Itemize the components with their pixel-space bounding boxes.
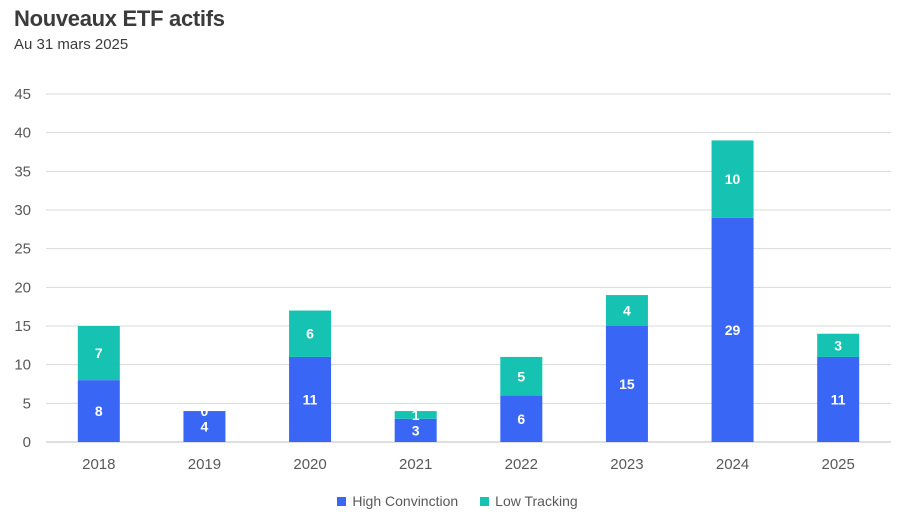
data-label: 6 [517, 411, 525, 427]
data-label: 6 [306, 326, 314, 342]
bar-segment [394, 411, 437, 419]
legend-label: High Convinction [352, 493, 459, 509]
legend-swatch [480, 496, 490, 506]
bar-segment [289, 356, 332, 442]
x-axis-ticks: 2018 2019 2020 2021 2022 2023 2024 2025 [82, 456, 855, 473]
bar-segment [77, 326, 120, 381]
bar-segment [817, 356, 860, 442]
chart-title: Nouveaux ETF actifs [14, 6, 225, 31]
y-tick-label: 45 [14, 86, 31, 103]
data-label: 10 [725, 171, 741, 187]
x-tick-label: 2022 [505, 456, 538, 473]
data-label: 4 [201, 419, 209, 435]
bar-segment [500, 356, 543, 396]
y-tick-label: 30 [14, 202, 31, 219]
data-label: 8 [95, 403, 103, 419]
data-label: 29 [725, 322, 741, 338]
x-tick-label: 2021 [399, 456, 432, 473]
bar-segment [183, 411, 226, 442]
bar-segment [605, 295, 648, 326]
gridlines [46, 93, 891, 443]
bar-segment [711, 217, 754, 442]
legend-item-high-convinction: High Convinction [337, 493, 458, 509]
y-tick-label: 40 [14, 125, 31, 142]
x-tick-label: 2024 [716, 456, 749, 473]
chart-subtitle: Au 31 mars 2025 [14, 36, 129, 53]
x-tick-label: 2025 [822, 456, 855, 473]
legend-label: Low Tracking [495, 493, 578, 509]
y-tick-label: 20 [14, 279, 31, 296]
x-tick-label: 2020 [293, 456, 326, 473]
bar-segment [605, 326, 648, 442]
y-axis-ticks: 0 5 10 15 20 25 30 35 40 45 [14, 86, 31, 451]
y-tick-label: 0 [23, 434, 31, 451]
data-label: 11 [303, 391, 318, 407]
data-label: 11 [831, 391, 846, 407]
bar-segment [77, 380, 120, 442]
y-tick-label: 25 [14, 241, 31, 258]
bar-segment [289, 310, 332, 357]
legend-item-low-tracking: Low Tracking [480, 493, 578, 509]
y-tick-label: 5 [23, 395, 31, 412]
x-tick-label: 2023 [610, 456, 643, 473]
data-label: 0 [201, 403, 209, 419]
data-label: 3 [412, 422, 420, 438]
bar-segment [500, 395, 543, 442]
x-tick-label: 2018 [82, 456, 115, 473]
y-tick-label: 35 [14, 163, 31, 180]
legend-swatch [337, 496, 347, 506]
bar-segment [817, 333, 860, 357]
data-label: 15 [619, 376, 635, 392]
bar-segment [711, 140, 754, 218]
data-label: 5 [517, 368, 525, 384]
legend: High Convinction Low Tracking [0, 493, 915, 509]
data-label: 7 [95, 345, 103, 361]
bars [77, 140, 860, 442]
x-tick-label: 2019 [188, 456, 221, 473]
bar-segment [394, 418, 437, 442]
data-label: 3 [834, 337, 842, 353]
y-tick-label: 15 [14, 318, 31, 335]
data-label: 1 [412, 407, 420, 423]
y-tick-label: 10 [14, 357, 31, 374]
data-label: 4 [623, 303, 631, 319]
